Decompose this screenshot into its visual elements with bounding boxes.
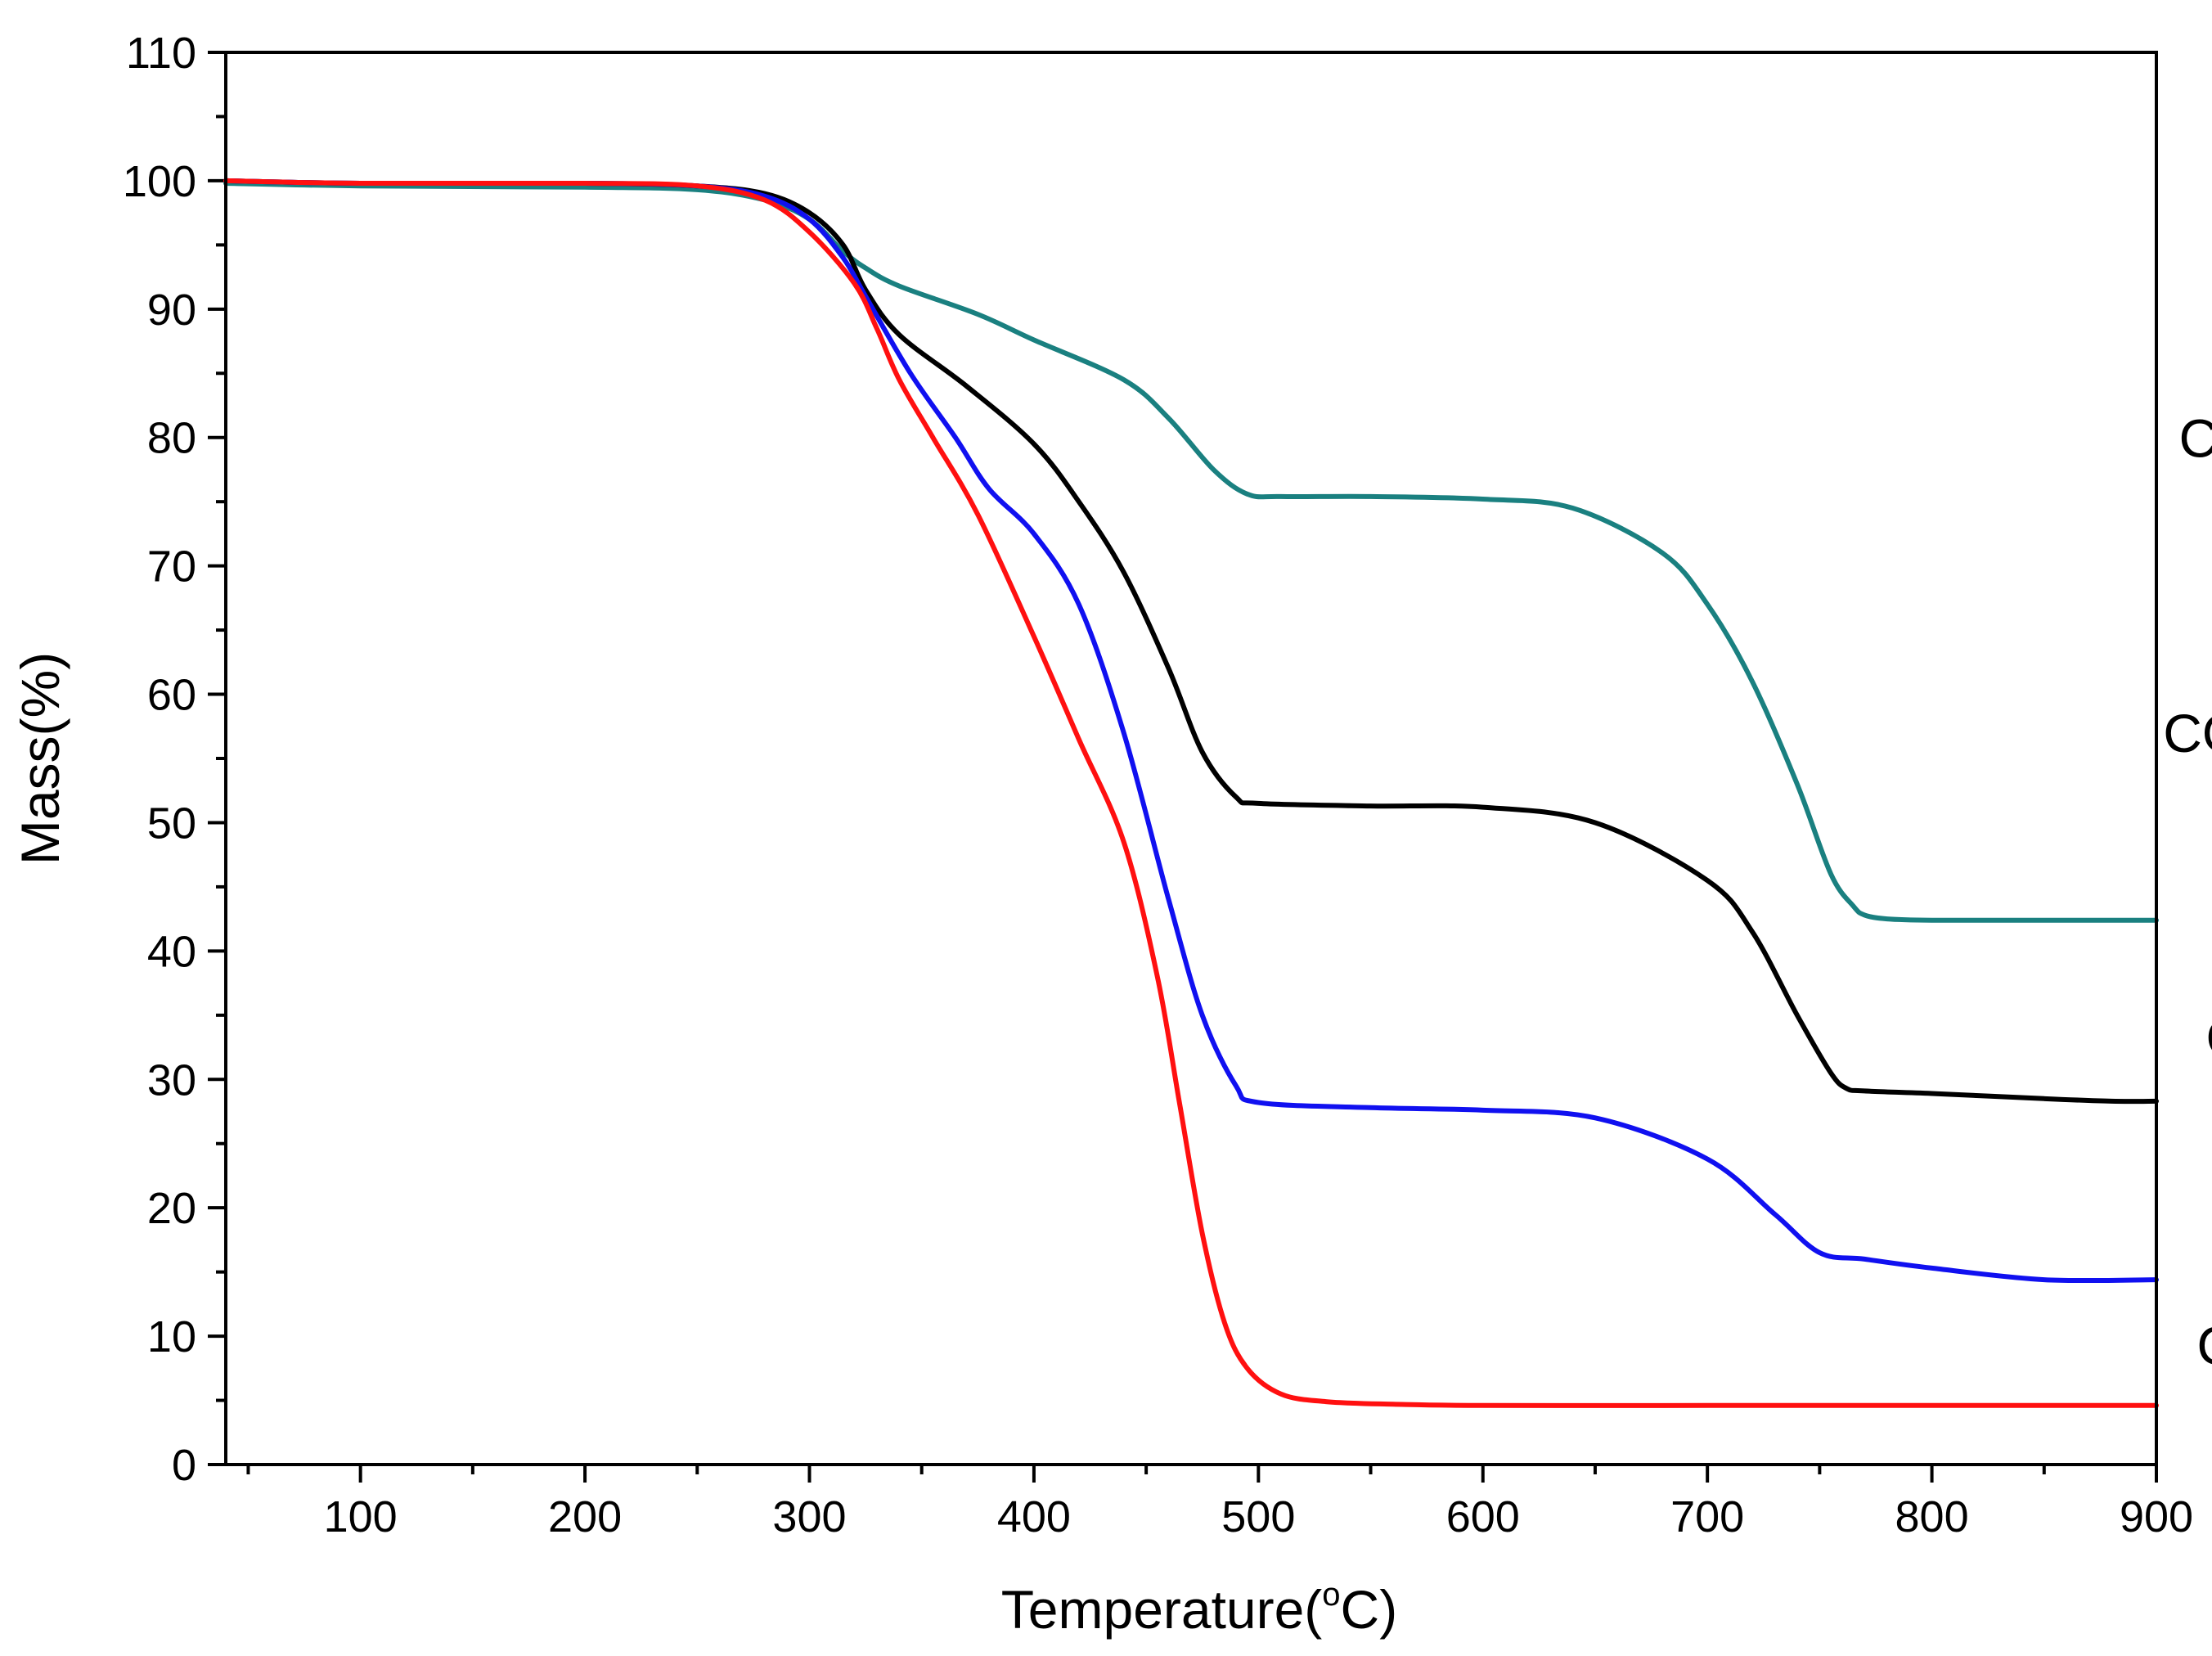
x-tick-label: 700 bbox=[1670, 1492, 1744, 1541]
series-line-cos-25 bbox=[223, 178, 2159, 1284]
y-tick-label: 0 bbox=[172, 1441, 196, 1490]
y-tick-label: 110 bbox=[126, 29, 196, 78]
plot-frame bbox=[224, 51, 2158, 1466]
x-axis-title: Temperature(oC) bbox=[1001, 1577, 1397, 1640]
series-label-cos-25: COS-25 bbox=[2205, 1007, 2212, 1068]
y-tick-label: 20 bbox=[147, 1184, 196, 1233]
x-tick-label: 100 bbox=[324, 1492, 398, 1541]
x-tick-label: 800 bbox=[1895, 1492, 1969, 1541]
y-tick-label: 100 bbox=[123, 157, 196, 206]
axis-ticks: 100 200 300 400 500 600 700 800 900 0 10 20 30 40 50 60… bbox=[123, 29, 2193, 1541]
series-label-copu: COPU bbox=[2196, 1316, 2212, 1376]
x-tick-label: 200 bbox=[548, 1492, 622, 1541]
y-tick-label: 80 bbox=[147, 414, 196, 463]
x-axis-title-unit: C) bbox=[1341, 1579, 1398, 1640]
x-tick-label: 400 bbox=[997, 1492, 1071, 1541]
y-tick-label: 30 bbox=[147, 1055, 196, 1105]
y-tick-label: 10 bbox=[147, 1312, 196, 1361]
x-tick-label: 900 bbox=[2120, 1492, 2193, 1541]
series-label-cos-50: COS-50 bbox=[2163, 703, 2212, 763]
y-tick-label: 70 bbox=[147, 542, 196, 592]
x-tick-label: 300 bbox=[772, 1492, 846, 1541]
series-label-cos-75: COS-75 bbox=[2178, 407, 2212, 468]
annotations-layer: COS-75 COS-50 COS-25 COPU bbox=[2163, 407, 2212, 1375]
y-axis-title: Mass(%) bbox=[10, 652, 70, 865]
x-tick-label: 500 bbox=[1221, 1492, 1295, 1541]
x-axis-title-main: Temperature( bbox=[1001, 1579, 1323, 1640]
series-line-copu bbox=[223, 178, 2159, 1408]
x-axis-title-degree: o bbox=[1322, 1577, 1340, 1613]
series-layer bbox=[223, 178, 2159, 1408]
x-tick-label: 600 bbox=[1446, 1492, 1520, 1541]
y-tick-label: 60 bbox=[147, 671, 196, 720]
y-tick-label: 90 bbox=[147, 286, 196, 335]
y-tick-label: 50 bbox=[147, 799, 196, 848]
y-tick-label: 40 bbox=[147, 927, 196, 976]
